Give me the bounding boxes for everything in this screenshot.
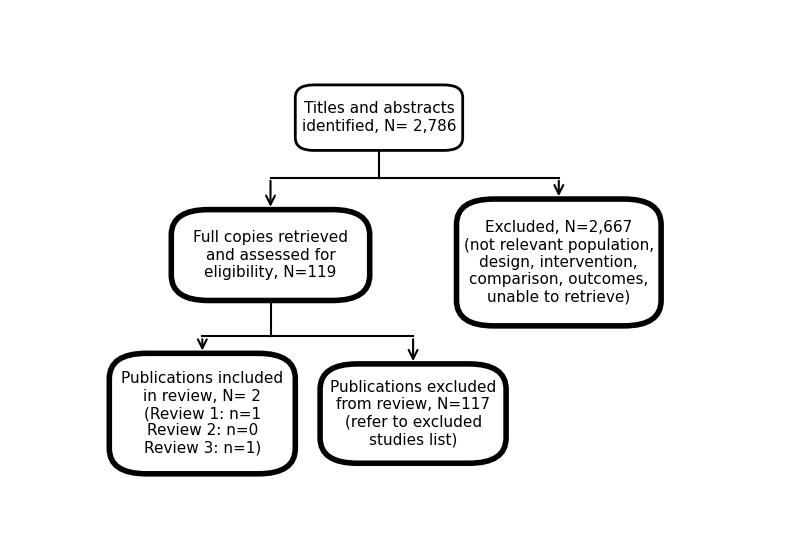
Text: Full copies retrieved
and assessed for
eligibility, N=119: Full copies retrieved and assessed for e… [193,230,348,280]
Text: Publications excluded
from review, N=117
(refer to excluded
studies list): Publications excluded from review, N=117… [330,380,496,447]
Text: Titles and abstracts
identified, N= 2,786: Titles and abstracts identified, N= 2,78… [302,102,456,134]
FancyBboxPatch shape [110,354,295,474]
FancyBboxPatch shape [320,364,506,463]
FancyBboxPatch shape [457,199,661,326]
FancyBboxPatch shape [295,85,462,150]
FancyBboxPatch shape [171,210,370,300]
Text: Publications included
in review, N= 2
(Review 1: n=1
Review 2: n=0
Review 3: n=1: Publications included in review, N= 2 (R… [122,371,283,456]
Text: Excluded, N=2,667
(not relevant population,
design, intervention,
comparison, ou: Excluded, N=2,667 (not relevant populati… [464,220,654,305]
